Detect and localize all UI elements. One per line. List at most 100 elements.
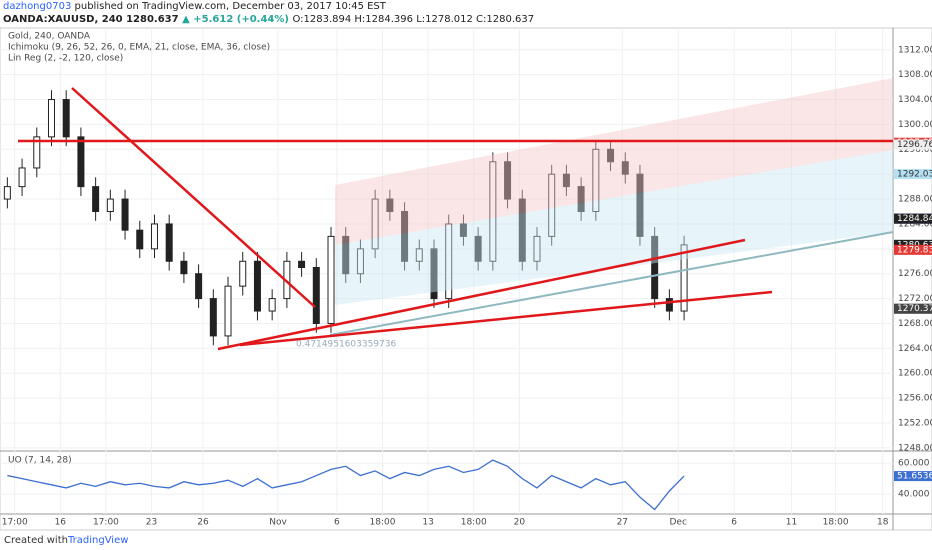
candle-body — [121, 198, 129, 231]
candle-body — [504, 161, 512, 200]
candle-body — [77, 136, 85, 188]
price-label-box — [894, 303, 932, 314]
x-tick-label: 11 — [786, 518, 797, 528]
candle-body — [224, 285, 232, 337]
candle-body — [312, 266, 320, 324]
y-tick-label: 1248.000 — [898, 443, 932, 453]
price-label-box — [894, 213, 932, 224]
uo-last-label: 51.6536 — [897, 472, 932, 482]
y-tick-label: 40.000 — [898, 490, 930, 500]
candle-body — [195, 273, 203, 300]
x-tick-label: 13 — [422, 518, 433, 528]
y-tick-label: 1252.000 — [898, 419, 932, 429]
ohlc: O:1283.894 H:1284.396 L:1278.012 C:1280.… — [292, 14, 535, 25]
candle-body — [239, 260, 247, 287]
candle-body — [533, 235, 541, 262]
candle-body — [680, 244, 688, 312]
x-tick-label: Nov — [269, 518, 287, 528]
price-label: 1296.761 — [897, 140, 932, 150]
x-tick-label: 20 — [514, 518, 526, 528]
candle-body — [268, 298, 276, 312]
candle-body — [577, 186, 585, 213]
change: ▲ +5.612 (+0.44%) — [182, 14, 289, 25]
price-label: 1284.849 — [897, 214, 932, 224]
y-tick-label: 1312.000 — [898, 45, 932, 55]
candle-body — [548, 173, 556, 237]
candle-body — [415, 248, 423, 262]
y-tick-label: 1276.000 — [898, 269, 932, 279]
x-tick-label: 18:00 — [461, 518, 487, 528]
user[interactable]: dazhong0703 — [3, 1, 72, 12]
uptrend-1 — [217, 238, 746, 351]
y-tick-label: 1308.000 — [898, 70, 932, 80]
candle-body — [651, 235, 659, 300]
downtrend — [71, 87, 316, 308]
candle-body — [150, 223, 158, 250]
x-tick-label: 23 — [146, 518, 157, 528]
x-tick-label: 18 — [877, 518, 889, 528]
candle-body — [209, 298, 217, 337]
last: 1280.637 — [126, 14, 179, 25]
candle-body — [430, 248, 438, 300]
x-tick-label: Dec — [669, 518, 686, 528]
y-tick-label: 1300.000 — [898, 120, 932, 130]
y-tick-label: 1288.000 — [898, 195, 932, 205]
candle-body — [607, 148, 615, 163]
legend-2: Lin Reg (2, -2, 120, close) — [8, 54, 123, 64]
legend-0: Gold, 240, OANDA — [8, 32, 91, 42]
x-tick-label: 18:00 — [370, 518, 396, 528]
publish-line: dazhong0703 published on TradingView.com… — [3, 1, 386, 12]
candle-body — [33, 136, 41, 169]
price-label-box — [894, 244, 932, 255]
frame — [0, 27, 932, 531]
candle-body — [474, 235, 482, 262]
regression-line — [329, 231, 894, 336]
candle-body — [342, 235, 350, 275]
plot: 1248.000 1252.000 1256.000 1260.000 1264.000… — [0, 28, 932, 528]
uptrend-2 — [239, 290, 773, 347]
candle-body — [636, 173, 644, 237]
y-tick-label: 1268.000 — [898, 319, 932, 329]
price-label: 1279.836 — [897, 245, 932, 255]
x-tick-label: 18:00 — [823, 518, 849, 528]
candle-body — [489, 161, 497, 262]
regression-upper — [335, 78, 893, 245]
candle-body — [621, 161, 629, 175]
y-tick-label: 1260.000 — [898, 369, 932, 379]
x-tick-label: 26 — [197, 518, 209, 528]
footer-brand[interactable]: TradingView — [67, 535, 128, 546]
x-tick-label: 17:00 — [93, 518, 119, 528]
candle-body — [371, 198, 379, 250]
annotation: 0.4714951603359736 — [296, 340, 396, 350]
candle-body — [298, 260, 306, 268]
symbol-line: OANDA:XAUUSD, 240 1280.637 ▲ +5.612 (+0.… — [3, 14, 534, 25]
candle-body — [136, 229, 144, 250]
y-tick-label: 60.000 — [898, 459, 930, 469]
candle-body — [592, 148, 600, 213]
candle-body — [386, 198, 394, 213]
x-tick-label: 17:00 — [2, 518, 28, 528]
candle-body — [356, 248, 364, 275]
legend-1: Ichimoku (9, 26, 52, 26, 0, EMA, 21, clo… — [8, 43, 270, 53]
candle-body — [562, 173, 570, 188]
regression-lower — [335, 150, 893, 305]
x-tick-label: 6 — [731, 518, 737, 528]
y-tick-label: 1272.000 — [898, 294, 932, 304]
x-tick-label: 16 — [55, 518, 67, 528]
x-tick-label: 6 — [334, 518, 340, 528]
y-tick-label: 1256.000 — [898, 394, 932, 404]
candle-body — [518, 198, 526, 262]
candle-body — [62, 99, 70, 138]
symbol: OANDA:XAUUSD, 240 — [3, 14, 123, 25]
candle-body — [401, 211, 409, 262]
candle-body — [180, 260, 188, 275]
price-label: 1270.371 — [897, 304, 932, 314]
candle-body — [459, 223, 467, 237]
y-tick-label: 1296.000 — [898, 145, 932, 155]
candle-body — [665, 298, 673, 312]
uo-line — [7, 459, 685, 511]
price-label: 1292.033 — [897, 169, 932, 179]
uo-last-box — [894, 471, 932, 482]
